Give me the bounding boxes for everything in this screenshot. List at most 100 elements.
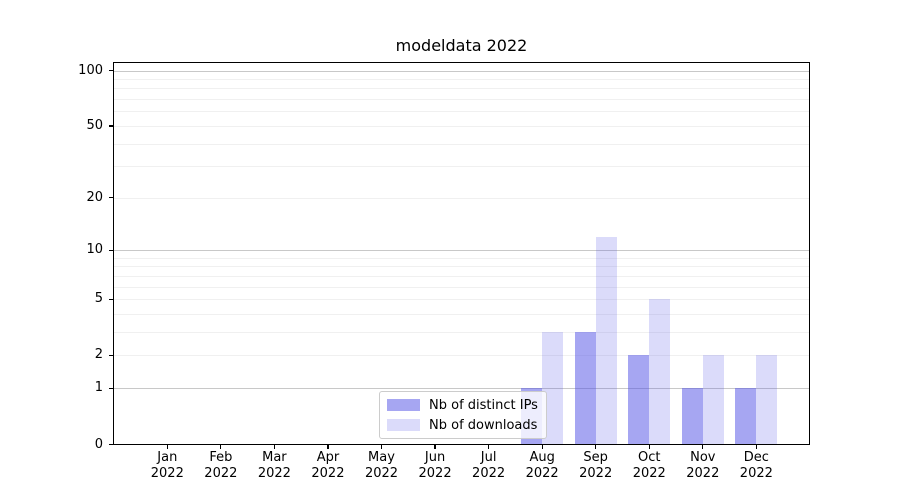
gridline-minor-60 bbox=[114, 111, 809, 113]
x-tick-mark-may bbox=[380, 445, 383, 449]
x-tick-year-apr: 2022 bbox=[311, 466, 345, 481]
gridline-major-100 bbox=[114, 70, 809, 72]
y-tick-label-50: 50 bbox=[86, 117, 103, 133]
bar-nb-of-downloads-sep bbox=[595, 236, 617, 445]
x-tick-year-aug: 2022 bbox=[525, 466, 559, 481]
x-tick-mark-aug bbox=[541, 445, 543, 449]
y-tick-mark-10 bbox=[108, 249, 113, 251]
x-tick-month-apr: Apr bbox=[316, 450, 340, 465]
x-tick-year-may: 2022 bbox=[364, 466, 399, 481]
y-tick-mark-0 bbox=[108, 443, 113, 446]
x-tick-month-mar: Mar bbox=[262, 450, 287, 465]
y-tick-mark-1 bbox=[108, 387, 113, 389]
y-tick-mark-100 bbox=[108, 69, 113, 72]
gridline-minor-90 bbox=[114, 79, 809, 81]
x-tick-year-feb: 2022 bbox=[204, 466, 238, 481]
gridline-minor-70 bbox=[114, 99, 809, 101]
x-tick-year-jan: 2022 bbox=[150, 466, 184, 481]
x-tick-month-jan: Jan bbox=[157, 450, 178, 465]
legend-label-downloads: Nb of downloads bbox=[429, 417, 538, 433]
gridline-minor-40 bbox=[114, 143, 809, 145]
x-tick-mark-oct bbox=[648, 445, 650, 449]
y-tick-label-5: 5 bbox=[94, 291, 103, 307]
gridline-minor-6 bbox=[114, 286, 809, 288]
gridline-minor-9 bbox=[114, 257, 809, 259]
bar-nb-of-downloads-dec bbox=[756, 355, 778, 445]
x-tick-month-aug: Aug bbox=[529, 450, 555, 465]
bar-nb-of-distinct-ips-dec bbox=[735, 388, 757, 445]
legend-swatch-distinct-ips bbox=[387, 399, 420, 411]
x-tick-mark-feb bbox=[220, 445, 222, 449]
y-tick-mark-50 bbox=[108, 125, 113, 127]
x-tick-year-sep: 2022 bbox=[579, 466, 613, 481]
x-tick-mark-apr bbox=[327, 445, 329, 449]
x-tick-label-aug: Aug 2022 bbox=[510, 450, 574, 482]
x-tick-month-dec: Dec bbox=[743, 450, 769, 465]
y-tick-label-0: 0 bbox=[94, 436, 103, 452]
legend-item-distinct-ips: Nb of distinct IPs bbox=[387, 397, 538, 413]
y-tick-label-20: 20 bbox=[86, 189, 103, 205]
x-tick-year-jul: 2022 bbox=[472, 466, 506, 481]
gridline-minor-8 bbox=[114, 266, 809, 268]
x-tick-label-nov: Nov 2022 bbox=[671, 450, 735, 482]
x-tick-year-mar: 2022 bbox=[257, 466, 291, 481]
y-tick-label-2: 2 bbox=[94, 347, 103, 363]
x-tick-year-oct: 2022 bbox=[632, 466, 666, 481]
x-tick-mark-sep bbox=[595, 445, 597, 449]
gridline-minor-4 bbox=[114, 314, 809, 316]
gridline-minor-2 bbox=[114, 355, 809, 357]
x-tick-month-sep: Sep bbox=[583, 450, 608, 465]
x-tick-label-sep: Sep 2022 bbox=[564, 450, 628, 482]
y-tick-mark-20 bbox=[108, 197, 113, 199]
x-tick-mark-dec bbox=[755, 445, 757, 449]
x-tick-label-dec: Dec 2022 bbox=[724, 450, 788, 482]
x-tick-mark-jun bbox=[434, 445, 436, 449]
x-tick-label-may: May 2022 bbox=[350, 450, 414, 482]
chart-title: modeldata 2022 bbox=[395, 36, 528, 55]
bar-nb-of-distinct-ips-nov bbox=[681, 388, 703, 445]
legend-item-downloads: Nb of downloads bbox=[387, 417, 538, 433]
x-tick-label-mar: Mar 2022 bbox=[242, 450, 306, 482]
x-tick-label-jan: Jan 2022 bbox=[135, 450, 199, 482]
x-tick-year-jun: 2022 bbox=[418, 466, 452, 481]
x-tick-label-apr: Apr 2022 bbox=[296, 450, 360, 482]
bar-nb-of-distinct-ips-sep bbox=[574, 332, 596, 445]
bar-nb-of-distinct-ips-oct bbox=[628, 355, 650, 445]
x-tick-month-oct: Oct bbox=[638, 450, 661, 465]
x-tick-year-dec: 2022 bbox=[739, 466, 773, 481]
y-tick-mark-2 bbox=[108, 354, 113, 357]
x-tick-label-jul: Jul 2022 bbox=[457, 450, 521, 482]
x-tick-month-nov: Nov bbox=[690, 450, 716, 465]
x-tick-month-feb: Feb bbox=[209, 450, 233, 465]
bar-nb-of-downloads-aug bbox=[542, 332, 564, 445]
legend-label-distinct-ips: Nb of distinct IPs bbox=[429, 397, 538, 413]
plot-frame bbox=[113, 61, 810, 445]
gridline-minor-50 bbox=[114, 125, 809, 127]
x-tick-month-jul: Jul bbox=[480, 450, 497, 465]
gridline-minor-20 bbox=[114, 197, 809, 199]
x-tick-label-feb: Feb 2022 bbox=[189, 450, 253, 482]
bar-nb-of-downloads-oct bbox=[649, 299, 671, 445]
legend: Nb of distinct IPs Nb of downloads bbox=[379, 391, 547, 439]
gridline-minor-3 bbox=[114, 332, 809, 334]
gridline-major-1 bbox=[114, 388, 809, 390]
bar-nb-of-downloads-nov bbox=[702, 355, 724, 445]
x-tick-mark-jul bbox=[488, 445, 490, 449]
y-tick-label-10: 10 bbox=[86, 242, 103, 258]
gridline-minor-5 bbox=[114, 299, 809, 301]
x-tick-label-oct: Oct 2022 bbox=[617, 450, 681, 482]
x-tick-label-jun: Jun 2022 bbox=[403, 450, 467, 482]
x-tick-mark-jan bbox=[166, 445, 168, 449]
y-tick-label-100: 100 bbox=[78, 62, 103, 78]
gridline-minor-80 bbox=[114, 88, 809, 90]
gridline-minor-30 bbox=[114, 166, 809, 168]
y-tick-mark-5 bbox=[108, 298, 113, 300]
gridline-minor-7 bbox=[114, 276, 809, 278]
legend-swatch-downloads bbox=[387, 419, 420, 431]
y-tick-label-1: 1 bbox=[94, 380, 103, 396]
gridline-major-10 bbox=[114, 250, 809, 252]
x-tick-year-nov: 2022 bbox=[686, 466, 720, 481]
x-tick-month-may: May bbox=[368, 450, 395, 465]
x-tick-mark-nov bbox=[702, 445, 704, 449]
